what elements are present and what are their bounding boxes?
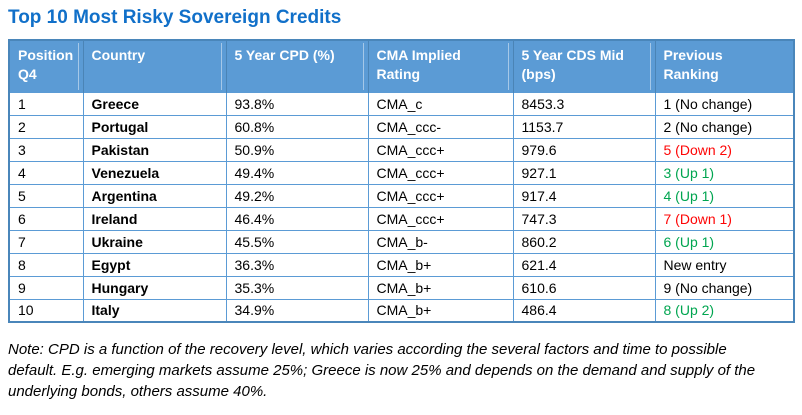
country-cell: Argentina (82, 183, 227, 208)
cpd-cell: 50.9% (225, 137, 369, 162)
position-cell: 2 (8, 114, 84, 139)
position-cell: 6 (8, 206, 84, 231)
country-cell: Egypt (82, 252, 227, 277)
cds-cell: 621.4 (512, 252, 656, 277)
position-cell: 8 (8, 252, 84, 277)
cpd-cell: 34.9% (225, 298, 369, 323)
footnote-line: underlying bonds, others assume 40%. (8, 383, 268, 400)
rating-cell: CMA_b+ (367, 275, 514, 300)
prev-ranking-cell: 8 (Up 2) (654, 298, 795, 323)
prev-ranking-cell: 7 (Down 1) (654, 206, 795, 231)
position-cell: 4 (8, 160, 84, 185)
rating-cell: CMA_ccc+ (367, 137, 514, 162)
cpd-cell: 49.2% (225, 183, 369, 208)
country-cell: Hungary (82, 275, 227, 300)
prev-ranking-cell: 4 (Up 1) (654, 183, 795, 208)
cpd-cell: 36.3% (225, 252, 369, 277)
cds-cell: 917.4 (512, 183, 656, 208)
table-row: 1 Greece 93.8% CMA_c 8453.3 1 (No change… (8, 91, 795, 116)
rating-cell: CMA_ccc+ (367, 160, 514, 185)
col-header-prev-ranking: Previous Ranking (655, 40, 794, 92)
rating-cell: CMA_b- (367, 229, 514, 254)
table-row: 5 Argentina 49.2% CMA_ccc+ 917.4 4 (Up 1… (8, 183, 795, 208)
country-cell: Pakistan (82, 137, 227, 162)
cds-cell: 1153.7 (512, 114, 656, 139)
rating-cell: CMA_b+ (367, 252, 514, 277)
position-cell: 3 (8, 137, 84, 162)
col-header-position: Position Q4 (9, 40, 84, 92)
table-row: 2 Portugal 60.8% CMA_ccc- 1153.7 2 (No c… (8, 114, 795, 139)
col-header-cds: 5 Year CDS Mid (bps) (513, 40, 656, 92)
prev-ranking-cell: 5 (Down 2) (654, 137, 795, 162)
col-header-cpd: 5 Year CPD (%) (226, 40, 369, 92)
table-row: 8 Egypt 36.3% CMA_b+ 621.4 New entry (8, 252, 795, 277)
cds-cell: 979.6 (512, 137, 656, 162)
cpd-cell: 49.4% (225, 160, 369, 185)
table-row: 4 Venezuela 49.4% CMA_ccc+ 927.1 3 (Up 1… (8, 160, 795, 185)
cds-cell: 927.1 (512, 160, 656, 185)
rating-cell: CMA_ccc+ (367, 183, 514, 208)
footnote-line: default. E.g. emerging markets assume 25… (8, 362, 756, 379)
position-cell: 1 (8, 91, 84, 116)
footnote: Note: CPD is a function of the recovery … (8, 339, 802, 402)
position-cell: 9 (8, 275, 84, 300)
cpd-cell: 46.4% (225, 206, 369, 231)
country-cell: Ukraine (82, 229, 227, 254)
position-cell: 10 (8, 298, 84, 323)
rating-cell: CMA_ccc- (367, 114, 514, 139)
rating-cell: CMA_b+ (367, 298, 514, 323)
table-row: 9 Hungary 35.3% CMA_b+ 610.6 9 (No chang… (8, 275, 795, 300)
table-header-row: Position Q4 Country 5 Year CPD (%) CMA I… (9, 40, 794, 92)
country-cell: Italy (82, 298, 227, 323)
table-row: 10 Italy 34.9% CMA_b+ 486.4 8 (Up 2) (8, 298, 795, 323)
cpd-cell: 93.8% (225, 91, 369, 116)
prev-ranking-cell: New entry (654, 252, 795, 277)
risk-table: Position Q4 Country 5 Year CPD (%) CMA I… (8, 39, 795, 323)
prev-ranking-cell: 2 (No change) (654, 114, 795, 139)
cpd-cell: 60.8% (225, 114, 369, 139)
cds-cell: 610.6 (512, 275, 656, 300)
cds-cell: 860.2 (512, 229, 656, 254)
country-cell: Portugal (82, 114, 227, 139)
prev-ranking-cell: 9 (No change) (654, 275, 795, 300)
cds-cell: 8453.3 (512, 91, 656, 116)
prev-ranking-cell: 3 (Up 1) (654, 160, 795, 185)
country-cell: Greece (82, 91, 227, 116)
country-cell: Ireland (82, 206, 227, 231)
cds-cell: 486.4 (512, 298, 656, 323)
prev-ranking-cell: 6 (Up 1) (654, 229, 795, 254)
table-row: 6 Ireland 46.4% CMA_ccc+ 747.3 7 (Down 1… (8, 206, 795, 231)
col-header-rating: CMA Implied Rating (368, 40, 514, 92)
table-row: 7 Ukraine 45.5% CMA_b- 860.2 6 (Up 1) (8, 229, 795, 254)
cds-cell: 747.3 (512, 206, 656, 231)
col-header-country: Country (83, 40, 227, 92)
rating-cell: CMA_ccc+ (367, 206, 514, 231)
cpd-cell: 45.5% (225, 229, 369, 254)
table-row: 3 Pakistan 50.9% CMA_ccc+ 979.6 5 (Down … (8, 137, 795, 162)
rating-cell: CMA_c (367, 91, 514, 116)
footnote-line: Note: CPD is a function of the recovery … (8, 341, 727, 358)
position-cell: 7 (8, 229, 84, 254)
country-cell: Venezuela (82, 160, 227, 185)
position-cell: 5 (8, 183, 84, 208)
page-title: Top 10 Most Risky Sovereign Credits (8, 7, 342, 28)
prev-ranking-cell: 1 (No change) (654, 91, 795, 116)
cpd-cell: 35.3% (225, 275, 369, 300)
